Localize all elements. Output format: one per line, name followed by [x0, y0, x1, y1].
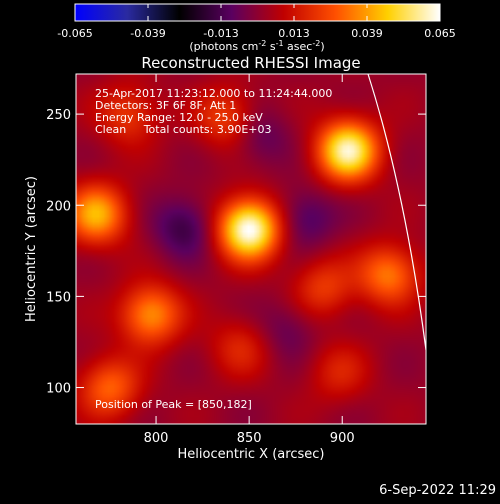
annotation-energy: Energy Range: 12.0 - 25.0 keV [95, 111, 263, 124]
chart-title: Reconstructed RHESSI Image [141, 54, 360, 72]
annotation-detectors: Detectors: 3F 6F 8F, Att 1 [95, 99, 236, 112]
colorbar-gradient [74, 3, 441, 22]
colorbar-tick-label: 0.013 [278, 27, 310, 40]
plot-frame [75, 73, 427, 425]
y-tick-label: 100 [46, 382, 71, 397]
heatmap-image [76, 74, 426, 424]
colorbar: -0.065 -0.039 -0.013 0.013 0.039 0.065 (photo… [57, 3, 456, 53]
annotations: 25-Apr-2017 11:23:12.000 to 11:24:44.000… [95, 87, 332, 411]
x-tick-label: 800 [144, 431, 169, 446]
x-tick-label: 900 [330, 431, 355, 446]
solar-limb-line [367, 74, 426, 351]
peak-position-label: Position of Peak = [850,182] [95, 398, 252, 411]
colorbar-tick-label: 0.065 [424, 27, 456, 40]
colorbar-ticks: -0.065 -0.039 -0.013 0.013 0.039 0.065 [57, 4, 456, 40]
y-tick-label: 200 [46, 199, 71, 214]
axis-ticks: 800 850 900 100 150 200 250 [46, 74, 426, 446]
y-tick-label: 250 [46, 108, 71, 123]
colorbar-tick-label: -0.039 [130, 27, 165, 40]
x-axis-label: Heliocentric X (arcsec) [178, 447, 325, 462]
colorbar-tick-label: 0.039 [351, 27, 383, 40]
annotation-time: 25-Apr-2017 11:23:12.000 to 11:24:44.000 [95, 87, 332, 100]
heatmap-raster [76, 74, 426, 424]
colorbar-unit-label: (photons cm-2 s-1 asec-2) [189, 39, 324, 53]
colorbar-tick-label: -0.065 [57, 27, 92, 40]
colorbar-tick-label: -0.013 [203, 27, 238, 40]
x-tick-label: 850 [237, 431, 262, 446]
footer-date: 6-Sep-2022 11:29 [379, 483, 496, 498]
y-axis-label: Heliocentric Y (arcsec) [24, 176, 39, 322]
y-tick-label: 150 [46, 290, 71, 305]
annotation-clean: Clean Total counts: 3.90E+03 [95, 123, 272, 136]
